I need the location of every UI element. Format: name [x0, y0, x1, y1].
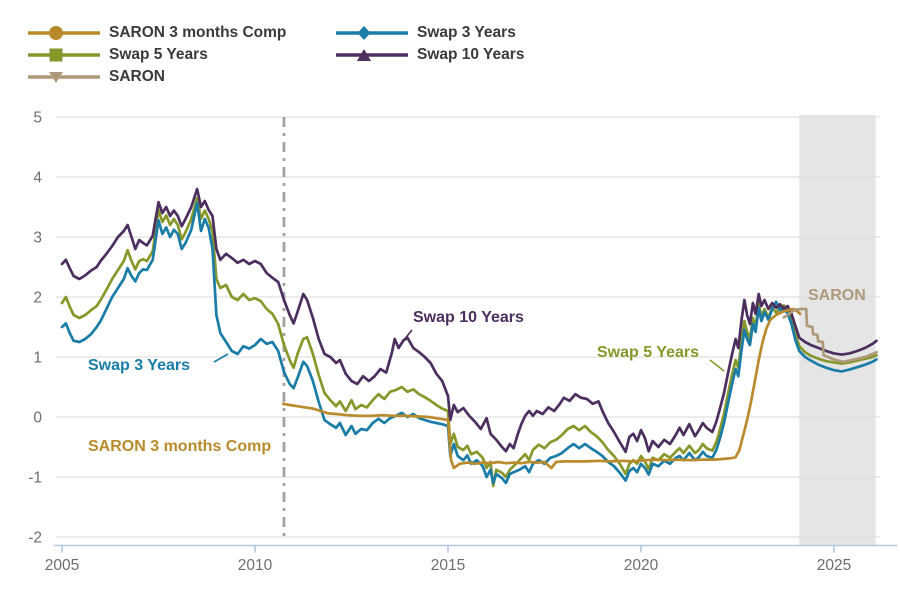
x-axis-tick-label: 2020 — [624, 557, 659, 574]
y-axis-tick-label: 1 — [33, 350, 42, 367]
legend-marker-circle-icon — [28, 26, 100, 40]
y-axis-tick-label: 3 — [33, 230, 42, 247]
x-axis-tick-label: 2025 — [817, 557, 851, 574]
legend-item-saron-3-months-comp[interactable]: SARON 3 months Comp — [26, 24, 286, 42]
legend-marker-triangle-up-icon — [336, 49, 408, 61]
annotation-swap-3-years: Swap 3 Years — [88, 357, 190, 374]
y-axis-tick-label: -2 — [28, 530, 42, 547]
y-axis-tick-label: 0 — [33, 410, 42, 427]
series-line-saron-3-months-comp[interactable] — [281, 307, 802, 470]
annotation-saron-3-months-comp: SARON 3 months Comp — [88, 438, 272, 455]
legend-label: SARON — [109, 68, 165, 85]
x-axis-tick-label: 2010 — [238, 557, 273, 574]
legend-item-saron[interactable]: SARON — [26, 68, 165, 86]
y-axis-tick-label: -1 — [28, 470, 42, 487]
x-axis-tick-label: 2015 — [431, 557, 465, 574]
legend-item-swap-10-years[interactable]: Swap 10 Years — [334, 46, 524, 64]
legend-label: Swap 5 Years — [109, 46, 208, 63]
annotation-swap-10-years: Swap 10 Years — [413, 309, 524, 326]
y-axis-tick-label: 2 — [33, 290, 42, 307]
y-axis-tick-label: 4 — [33, 170, 42, 187]
x-axis-tick-label: 2005 — [45, 557, 79, 574]
annotation-pointer-swap-3-years — [213, 353, 229, 363]
legend-marker-triangle-down-icon — [28, 72, 100, 83]
series-line-saron[interactable] — [782, 307, 878, 364]
annotation-pointer-swap-10-years — [402, 329, 413, 342]
annotation-pointer-swap-5-years — [709, 359, 725, 372]
legend-label: SARON 3 months Comp — [109, 24, 287, 41]
legend-marker-diamond-icon — [336, 26, 408, 40]
annotation-saron: SARON — [808, 287, 866, 304]
legend-label: Swap 10 Years — [417, 46, 525, 63]
annotation-swap-5-years: Swap 5 Years — [597, 344, 699, 361]
legend-item-swap-3-years[interactable]: Swap 3 Years — [334, 24, 516, 42]
forecast-band — [799, 115, 876, 545]
series-line-swap-10-years[interactable] — [60, 187, 878, 454]
y-axis-tick-label: 5 — [33, 110, 42, 127]
legend-item-swap-5-years[interactable]: Swap 5 Years — [26, 46, 208, 64]
legend-marker-square-icon — [28, 48, 100, 62]
legend-label: Swap 3 Years — [417, 24, 516, 41]
